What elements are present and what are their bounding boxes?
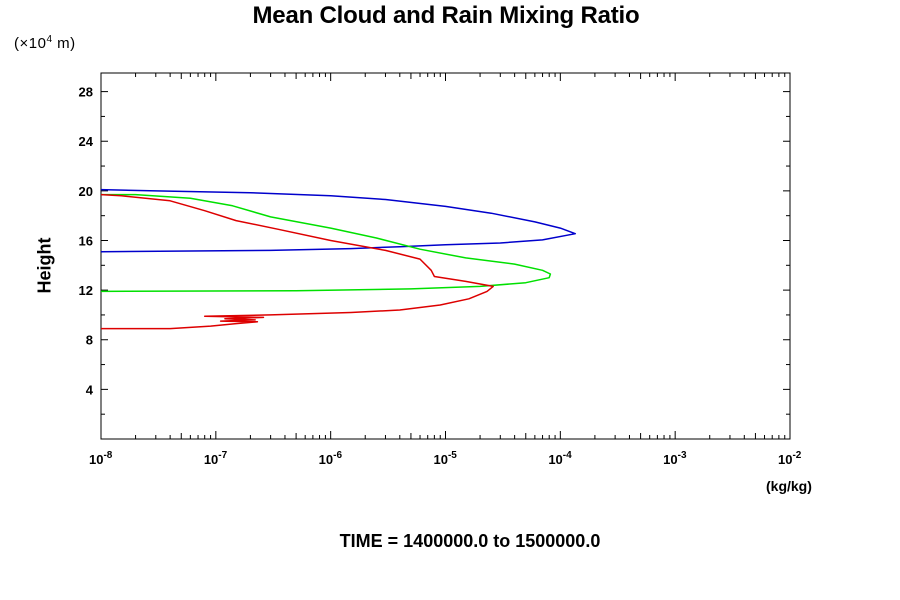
y-tick-label: 28 (79, 85, 93, 100)
y-tick-label: 12 (79, 283, 93, 298)
x-tick-label: 10-6 (319, 450, 343, 467)
y-tick-label: 20 (79, 184, 93, 199)
x-axis-unit: (kg/kg) (766, 478, 812, 494)
y-tick-label: 4 (86, 382, 94, 397)
x-tick-label: 10-2 (778, 450, 802, 467)
x-tick-label: 10-5 (434, 450, 458, 467)
chart-title: Mean Cloud and Rain Mixing Ratio (252, 2, 640, 29)
x-tick-label: 10-4 (548, 450, 572, 467)
series-line-1 (100, 188, 577, 253)
time-range-footer: TIME = 1400000.0 to 1500000.0 (339, 531, 601, 551)
y-axis-unit: (×104 m) (14, 34, 76, 52)
y-tick-label: 24 (79, 134, 94, 149)
y-tick-label: 8 (86, 333, 93, 348)
y-tick-label: 16 (79, 233, 93, 248)
plot-frame (100, 72, 791, 440)
series-line-2 (100, 193, 552, 293)
x-tick-label: 10-7 (204, 450, 228, 467)
x-tick-label: 10-8 (89, 450, 113, 467)
series-line-3 (100, 193, 494, 330)
x-tick-label: 10-3 (663, 450, 687, 467)
